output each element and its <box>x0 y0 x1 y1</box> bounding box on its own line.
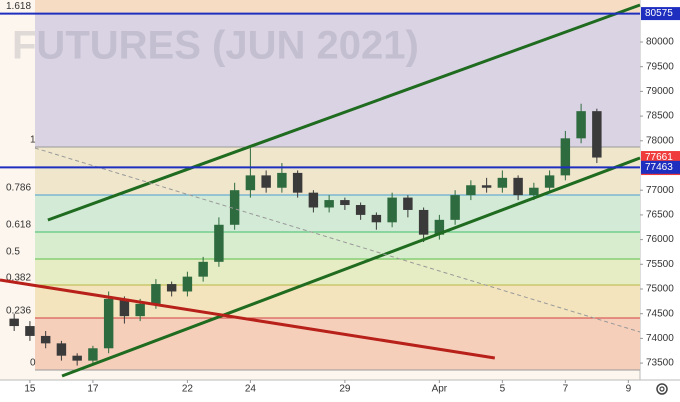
price-tag-label: 77661 <box>645 152 673 163</box>
candle-body <box>481 185 492 188</box>
fib-band <box>35 194 640 232</box>
candle-body <box>450 195 460 220</box>
x-tick-label: Apr <box>432 384 448 395</box>
fib-label: 0.5 <box>6 247 20 258</box>
y-tick-label: 73500 <box>646 358 674 369</box>
trendline <box>0 278 496 360</box>
x-tick-label: 15 <box>24 384 36 395</box>
candle-body <box>135 303 145 317</box>
candle-body <box>9 318 19 327</box>
candle-body <box>229 190 240 225</box>
y-tick-label: 79000 <box>646 86 674 97</box>
price-axis <box>640 0 680 402</box>
y-tick-label: 79500 <box>646 61 674 72</box>
candle-body <box>40 335 51 344</box>
fib-label: 0.786 <box>6 183 31 194</box>
y-tick-label: 76500 <box>646 210 674 221</box>
candle-body <box>371 214 382 223</box>
candle-body <box>308 192 319 208</box>
y-tick-label: 74000 <box>646 333 674 344</box>
trendline <box>61 156 641 378</box>
candle-body <box>544 175 555 188</box>
fib-label: 1 <box>30 135 36 146</box>
candle-body <box>434 219 445 235</box>
y-tick-label: 74500 <box>646 308 674 319</box>
candle-body <box>387 197 397 223</box>
candle-body <box>261 175 271 188</box>
candle-body <box>182 276 193 292</box>
fib-band <box>35 0 640 14</box>
y-tick-label: 80000 <box>646 37 674 48</box>
y-tick-label: 77000 <box>646 185 674 196</box>
price-tag <box>641 160 680 174</box>
fib-label: 0 <box>30 358 36 369</box>
fib-label: 0.382 <box>6 273 31 284</box>
candle-body <box>103 298 114 349</box>
candle-body <box>25 326 35 336</box>
y-tick-label: 76000 <box>646 234 674 245</box>
x-tick-label: 22 <box>182 384 194 395</box>
gear-hub[interactable] <box>659 386 665 392</box>
candle-body <box>198 261 208 277</box>
candle-body <box>497 177 508 188</box>
trendline <box>34 147 641 333</box>
candle-body <box>119 298 130 317</box>
y-tick-label: 78000 <box>646 135 674 146</box>
price-tag-label: 77463 <box>645 162 673 173</box>
candle-body <box>214 224 224 262</box>
fib-band <box>35 318 640 371</box>
candle-body <box>560 138 571 176</box>
candle-body <box>56 343 67 356</box>
candle-body <box>166 284 177 292</box>
candle-body <box>151 284 161 304</box>
candle-body <box>529 187 539 196</box>
watermark: FUTURES (JUN 2021) <box>12 24 419 68</box>
fib-band <box>35 13 640 148</box>
x-tick-label: 5 <box>500 384 506 395</box>
price-tag-label: 80575 <box>645 8 673 19</box>
candle-body <box>88 348 98 361</box>
candle-body <box>403 197 413 210</box>
trendline <box>47 3 641 222</box>
candle-body <box>355 205 366 215</box>
x-tick-label: 24 <box>245 384 257 395</box>
fib-label: 0.618 <box>6 220 31 231</box>
y-tick-label: 75000 <box>646 284 674 295</box>
x-tick-label: 29 <box>339 384 351 395</box>
candle-body <box>418 209 429 235</box>
fib-label: 0.236 <box>6 306 31 317</box>
candle-body <box>324 200 334 208</box>
price-tag <box>641 7 680 21</box>
candle-body <box>466 185 476 196</box>
y-tick-label: 78500 <box>646 111 674 122</box>
candle-body <box>72 355 82 361</box>
x-tick-label: 7 <box>563 384 569 395</box>
x-tick-label: 17 <box>87 384 99 395</box>
candle-body <box>292 172 303 193</box>
candle-body <box>340 200 350 206</box>
gear[interactable] <box>656 383 668 395</box>
fib-label: 1.618 <box>6 1 31 12</box>
candle-body <box>277 172 287 188</box>
fib-band <box>35 231 640 260</box>
candle-body <box>592 111 602 158</box>
y-tick-label: 75500 <box>646 259 674 270</box>
candle-body <box>245 175 256 191</box>
candle-body <box>576 111 586 139</box>
candle-body <box>513 177 523 196</box>
x-tick-label: 9 <box>626 384 632 395</box>
settings-icon[interactable] <box>656 383 668 395</box>
